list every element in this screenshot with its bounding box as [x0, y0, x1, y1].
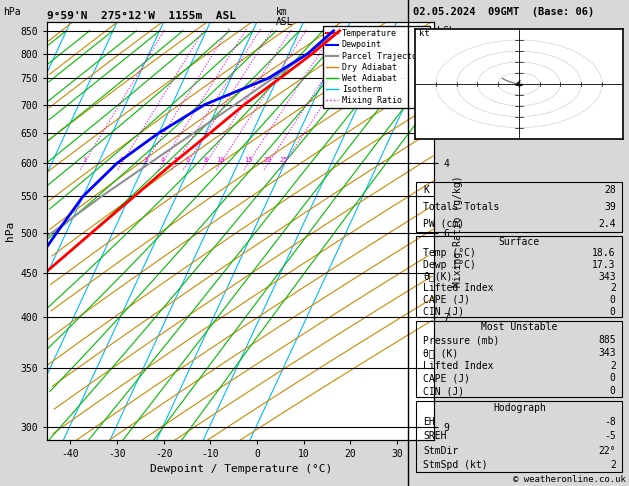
- Text: Pressure (mb): Pressure (mb): [423, 335, 499, 345]
- Text: Lifted Index: Lifted Index: [423, 361, 494, 370]
- Text: SREH: SREH: [423, 432, 447, 441]
- Legend: Temperature, Dewpoint, Parcel Trajectory, Dry Adiabat, Wet Adiabat, Isotherm, Mi: Temperature, Dewpoint, Parcel Trajectory…: [323, 26, 430, 108]
- Text: CIN (J): CIN (J): [423, 307, 464, 317]
- Text: 3: 3: [143, 157, 147, 163]
- Text: StmSpd (kt): StmSpd (kt): [423, 460, 487, 470]
- Text: 18.6: 18.6: [593, 248, 616, 258]
- Text: CAPE (J): CAPE (J): [423, 295, 470, 305]
- Text: 885: 885: [598, 335, 616, 345]
- Text: StmDir: StmDir: [423, 446, 459, 456]
- Y-axis label: Mixing Ratio (g/kg): Mixing Ratio (g/kg): [454, 175, 463, 287]
- Text: 5: 5: [174, 157, 178, 163]
- Text: 0: 0: [610, 386, 616, 396]
- Text: hPa: hPa: [3, 7, 21, 17]
- Text: 2: 2: [610, 283, 616, 294]
- Text: 28: 28: [604, 185, 616, 195]
- Text: Lifted Index: Lifted Index: [423, 283, 494, 294]
- Text: -8: -8: [604, 417, 616, 427]
- Text: CIN (J): CIN (J): [423, 386, 464, 396]
- Text: LCL: LCL: [437, 26, 454, 35]
- Text: 25: 25: [280, 157, 289, 163]
- Text: PW (cm): PW (cm): [423, 219, 464, 229]
- Text: 0: 0: [610, 373, 616, 383]
- Text: 4: 4: [160, 157, 165, 163]
- Text: 6: 6: [186, 157, 189, 163]
- Text: © weatheronline.co.uk: © weatheronline.co.uk: [513, 474, 626, 484]
- Text: 15: 15: [244, 157, 252, 163]
- Text: 8: 8: [204, 157, 208, 163]
- Y-axis label: hPa: hPa: [5, 221, 15, 241]
- Text: θᴇ (K): θᴇ (K): [423, 348, 459, 358]
- Text: CAPE (J): CAPE (J): [423, 373, 470, 383]
- Text: 2: 2: [610, 460, 616, 470]
- Text: Hodograph: Hodograph: [493, 403, 546, 413]
- Text: 2.4: 2.4: [598, 219, 616, 229]
- Text: 10: 10: [216, 157, 225, 163]
- Text: 9°59'N  275°12'W  1155m  ASL: 9°59'N 275°12'W 1155m ASL: [47, 11, 236, 21]
- Text: 2: 2: [610, 361, 616, 370]
- Text: 343: 343: [598, 272, 616, 282]
- Text: 0: 0: [610, 307, 616, 317]
- Text: Most Unstable: Most Unstable: [481, 322, 557, 332]
- Text: Surface: Surface: [499, 237, 540, 246]
- Text: 2: 2: [120, 157, 124, 163]
- Text: 0: 0: [610, 295, 616, 305]
- Text: 1: 1: [82, 157, 86, 163]
- Text: kt: kt: [420, 29, 430, 38]
- Text: 17.3: 17.3: [593, 260, 616, 270]
- Text: Temp (°C): Temp (°C): [423, 248, 476, 258]
- Text: θᴇ(K): θᴇ(K): [423, 272, 452, 282]
- Text: K: K: [423, 185, 429, 195]
- Text: -5: -5: [604, 432, 616, 441]
- Text: km
ASL: km ASL: [276, 7, 293, 27]
- Text: EH: EH: [423, 417, 435, 427]
- Text: Totals Totals: Totals Totals: [423, 202, 499, 212]
- X-axis label: Dewpoint / Temperature (°C): Dewpoint / Temperature (°C): [150, 465, 332, 474]
- Text: Dewp (°C): Dewp (°C): [423, 260, 476, 270]
- Text: 22°: 22°: [598, 446, 616, 456]
- Text: 343: 343: [598, 348, 616, 358]
- Text: 20: 20: [264, 157, 272, 163]
- Text: 39: 39: [604, 202, 616, 212]
- Text: 02.05.2024  09GMT  (Base: 06): 02.05.2024 09GMT (Base: 06): [413, 7, 594, 17]
